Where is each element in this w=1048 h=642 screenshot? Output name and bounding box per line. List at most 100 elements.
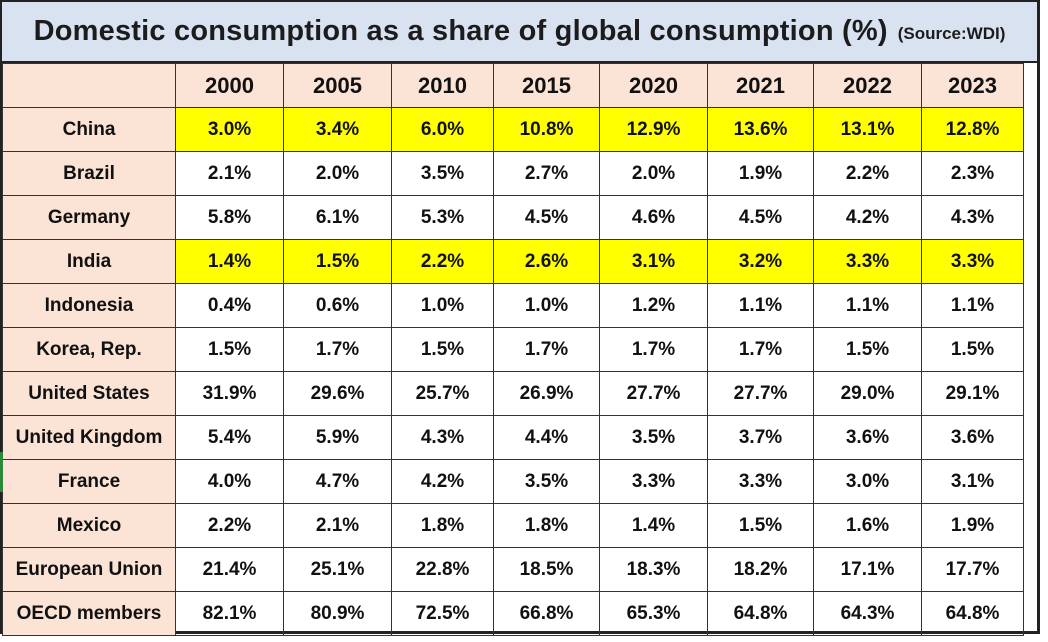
value-cell[interactable]: 1.9% — [921, 503, 1024, 548]
value-cell[interactable]: 13.1% — [813, 107, 922, 152]
value-cell[interactable]: 1.5% — [707, 503, 814, 548]
value-cell[interactable]: 10.8% — [493, 107, 600, 152]
value-cell[interactable]: 6.0% — [391, 107, 494, 152]
country-label[interactable]: United States — [2, 371, 176, 416]
value-cell[interactable]: 80.9% — [283, 591, 392, 636]
country-label[interactable]: European Union — [2, 547, 176, 592]
value-cell[interactable]: 2.2% — [813, 151, 922, 196]
value-cell[interactable]: 72.5% — [391, 591, 494, 636]
value-cell[interactable]: 29.6% — [283, 371, 392, 416]
value-cell[interactable]: 1.5% — [283, 239, 392, 284]
value-cell[interactable]: 3.2% — [707, 239, 814, 284]
value-cell[interactable]: 18.5% — [493, 547, 600, 592]
value-cell[interactable]: 4.5% — [493, 195, 600, 240]
value-cell[interactable]: 1.4% — [599, 503, 708, 548]
value-cell[interactable]: 3.0% — [813, 459, 922, 504]
value-cell[interactable]: 3.5% — [391, 151, 494, 196]
value-cell[interactable]: 4.3% — [391, 415, 494, 460]
value-cell[interactable]: 18.3% — [599, 547, 708, 592]
value-cell[interactable]: 64.3% — [813, 591, 922, 636]
value-cell[interactable]: 1.5% — [391, 327, 494, 372]
value-cell[interactable]: 4.0% — [175, 459, 284, 504]
value-cell[interactable]: 4.4% — [493, 415, 600, 460]
value-cell[interactable]: 12.8% — [921, 107, 1024, 152]
corner-cell[interactable] — [2, 63, 176, 108]
value-cell[interactable]: 3.5% — [493, 459, 600, 504]
value-cell[interactable]: 1.4% — [175, 239, 284, 284]
value-cell[interactable]: 3.1% — [599, 239, 708, 284]
value-cell[interactable]: 65.3% — [599, 591, 708, 636]
value-cell[interactable]: 3.7% — [707, 415, 814, 460]
value-cell[interactable]: 1.7% — [283, 327, 392, 372]
value-cell[interactable]: 25.1% — [283, 547, 392, 592]
value-cell[interactable]: 1.1% — [921, 283, 1024, 328]
value-cell[interactable]: 2.7% — [493, 151, 600, 196]
value-cell[interactable]: 3.5% — [599, 415, 708, 460]
value-cell[interactable]: 1.8% — [493, 503, 600, 548]
country-label[interactable]: Mexico — [2, 503, 176, 548]
country-label[interactable]: China — [2, 107, 176, 152]
value-cell[interactable]: 17.1% — [813, 547, 922, 592]
value-cell[interactable]: 26.9% — [493, 371, 600, 416]
value-cell[interactable]: 4.5% — [707, 195, 814, 240]
year-header[interactable]: 2000 — [175, 63, 284, 108]
value-cell[interactable]: 4.6% — [599, 195, 708, 240]
value-cell[interactable]: 29.1% — [921, 371, 1024, 416]
value-cell[interactable]: 0.6% — [283, 283, 392, 328]
year-header[interactable]: 2010 — [391, 63, 494, 108]
country-label[interactable]: France — [2, 459, 176, 504]
value-cell[interactable]: 3.6% — [813, 415, 922, 460]
value-cell[interactable]: 5.3% — [391, 195, 494, 240]
value-cell[interactable]: 25.7% — [391, 371, 494, 416]
value-cell[interactable]: 2.1% — [283, 503, 392, 548]
value-cell[interactable]: 4.3% — [921, 195, 1024, 240]
value-cell[interactable]: 2.0% — [599, 151, 708, 196]
value-cell[interactable]: 3.3% — [921, 239, 1024, 284]
value-cell[interactable]: 12.9% — [599, 107, 708, 152]
value-cell[interactable]: 1.0% — [391, 283, 494, 328]
value-cell[interactable]: 1.0% — [493, 283, 600, 328]
value-cell[interactable]: 2.3% — [921, 151, 1024, 196]
value-cell[interactable]: 0.4% — [175, 283, 284, 328]
value-cell[interactable]: 27.7% — [707, 371, 814, 416]
value-cell[interactable]: 2.1% — [175, 151, 284, 196]
value-cell[interactable]: 66.8% — [493, 591, 600, 636]
value-cell[interactable]: 3.3% — [599, 459, 708, 504]
value-cell[interactable]: 1.5% — [175, 327, 284, 372]
country-label[interactable]: United Kingdom — [2, 415, 176, 460]
year-header[interactable]: 2022 — [813, 63, 922, 108]
value-cell[interactable]: 4.2% — [391, 459, 494, 504]
value-cell[interactable]: 5.4% — [175, 415, 284, 460]
year-header[interactable]: 2023 — [921, 63, 1024, 108]
value-cell[interactable]: 1.2% — [599, 283, 708, 328]
value-cell[interactable]: 5.8% — [175, 195, 284, 240]
year-header[interactable]: 2020 — [599, 63, 708, 108]
value-cell[interactable]: 4.2% — [813, 195, 922, 240]
country-label[interactable]: Indonesia — [2, 283, 176, 328]
value-cell[interactable]: 4.7% — [283, 459, 392, 504]
year-header[interactable]: 2015 — [493, 63, 600, 108]
value-cell[interactable]: 22.8% — [391, 547, 494, 592]
value-cell[interactable]: 1.6% — [813, 503, 922, 548]
value-cell[interactable]: 2.0% — [283, 151, 392, 196]
value-cell[interactable]: 2.6% — [493, 239, 600, 284]
value-cell[interactable]: 3.6% — [921, 415, 1024, 460]
value-cell[interactable]: 6.1% — [283, 195, 392, 240]
value-cell[interactable]: 27.7% — [599, 371, 708, 416]
value-cell[interactable]: 1.7% — [599, 327, 708, 372]
value-cell[interactable]: 2.2% — [391, 239, 494, 284]
year-header[interactable]: 2005 — [283, 63, 392, 108]
value-cell[interactable]: 1.5% — [813, 327, 922, 372]
value-cell[interactable]: 1.9% — [707, 151, 814, 196]
value-cell[interactable]: 21.4% — [175, 547, 284, 592]
value-cell[interactable]: 31.9% — [175, 371, 284, 416]
value-cell[interactable]: 13.6% — [707, 107, 814, 152]
country-label[interactable]: India — [2, 239, 176, 284]
value-cell[interactable]: 3.0% — [175, 107, 284, 152]
value-cell[interactable]: 5.9% — [283, 415, 392, 460]
value-cell[interactable]: 1.5% — [921, 327, 1024, 372]
value-cell[interactable]: 1.7% — [707, 327, 814, 372]
country-label[interactable]: OECD members — [2, 591, 176, 636]
value-cell[interactable]: 2.2% — [175, 503, 284, 548]
value-cell[interactable]: 1.8% — [391, 503, 494, 548]
